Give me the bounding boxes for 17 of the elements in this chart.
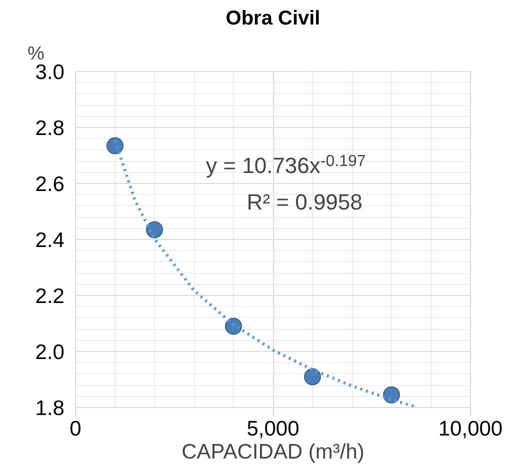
y-tick-label: 2.6 — [35, 173, 65, 196]
x-tick-label: 5,000 — [246, 418, 300, 440]
point — [146, 221, 163, 238]
x-tick-label: 0 — [70, 418, 82, 440]
point — [106, 137, 124, 154]
x-tick-label: 10,000 — [438, 418, 503, 440]
y-tick-label: 2.4 — [35, 229, 65, 252]
y-tick-label: 2.0 — [35, 341, 65, 364]
y-tick-label: 2.8 — [35, 117, 65, 140]
x-axis-title: CAPACIDAD (m³/h) — [182, 440, 364, 464]
chart-title: Obra Civil — [226, 8, 320, 30]
y-tick-label: 2.2 — [35, 285, 65, 308]
point — [304, 368, 321, 386]
point — [225, 318, 242, 335]
y-tick-label: 1.8 — [35, 397, 65, 420]
point — [383, 386, 400, 404]
annotation: R² = 0.9958 — [246, 189, 362, 214]
